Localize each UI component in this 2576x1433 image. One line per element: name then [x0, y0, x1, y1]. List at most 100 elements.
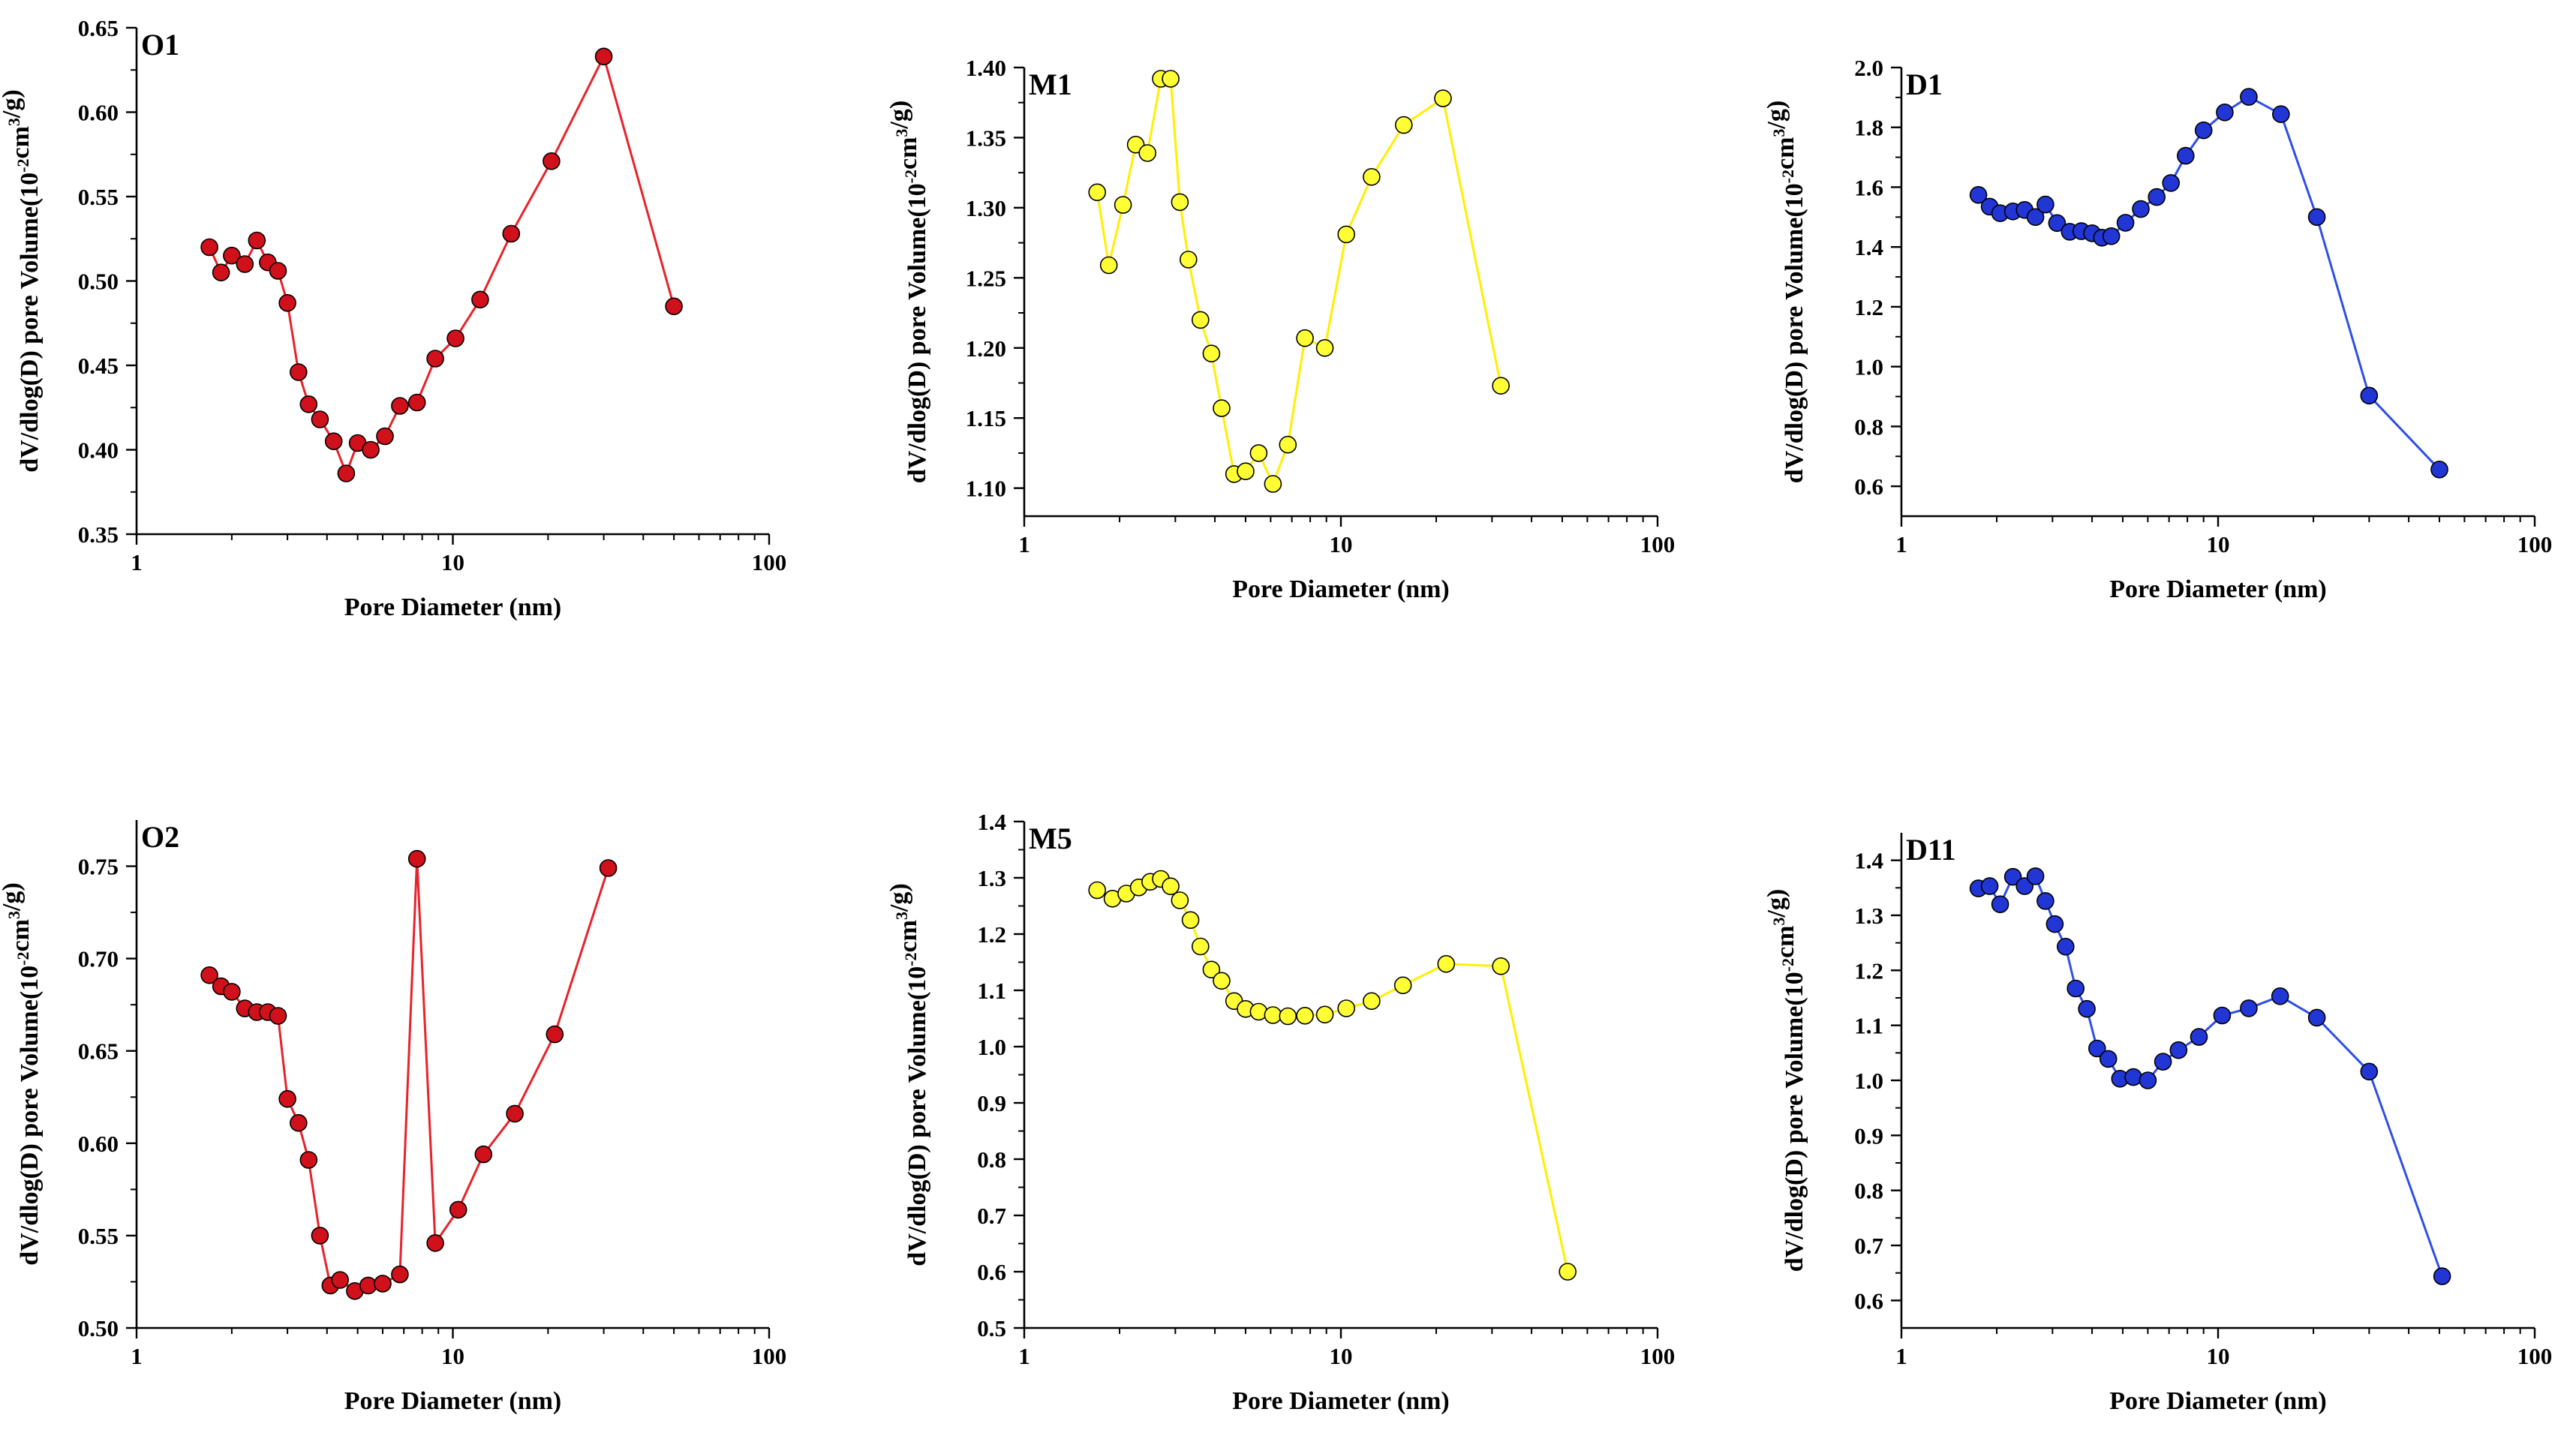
data-point — [1492, 957, 1510, 975]
data-point — [376, 427, 394, 446]
x-tick-label: 1 — [1895, 1343, 1907, 1369]
data-point — [1088, 881, 1106, 900]
data-point — [2045, 915, 2064, 933]
data-point — [2307, 1008, 2326, 1027]
data-point — [2124, 1068, 2142, 1086]
data-point — [2078, 999, 2096, 1018]
data-point — [1492, 377, 1510, 395]
panel-o1: 1 10 100 0.35 0.40 0.45 0.50 0.55 0.60 0.65 Pore D… — [0, 15, 786, 621]
data-point — [449, 1200, 467, 1219]
x-tick-label: 1 — [1895, 531, 1907, 557]
data-point — [1138, 144, 1156, 162]
data-point — [1969, 185, 1988, 204]
x-tick-label: 10 — [2207, 1343, 2230, 1369]
data-point — [2360, 1062, 2379, 1081]
data-point — [289, 363, 308, 381]
y-tick-label: 1.25 — [966, 265, 1006, 291]
panel-label: M1 — [1029, 68, 1072, 101]
data-point — [200, 966, 218, 984]
data-point — [212, 263, 230, 282]
data-point — [2102, 227, 2121, 245]
x-tick-label: 10 — [441, 1343, 464, 1369]
data-point — [1114, 196, 1132, 214]
y-axis-title: dV/dlog(D) pore Volume(10-2cm3/g) — [885, 101, 931, 483]
data-point — [599, 859, 618, 877]
y-tick-label: 1.30 — [966, 195, 1006, 221]
y-tick-label: 1.8 — [1854, 115, 1883, 141]
data-point — [2190, 1028, 2208, 1046]
data-point — [2154, 1053, 2172, 1071]
data-point — [1437, 955, 1456, 973]
data-point — [2271, 987, 2289, 1005]
panel-d1: 1 10 100 0.6 0.8 1.0 1.2 1.4 1.6 1.8 2.0 Pore Diame… — [1763, 55, 2552, 603]
panel-label: O1 — [141, 28, 179, 62]
x-tick-label: 10 — [1330, 1343, 1353, 1369]
x-tick-label: 1 — [131, 1343, 143, 1369]
data-point — [1192, 311, 1210, 329]
y-tick-label: 0.45 — [78, 353, 119, 379]
series-line — [209, 858, 610, 1293]
data-point — [1264, 1006, 1282, 1024]
y-tick-label: 0.50 — [78, 1315, 119, 1341]
data-point — [1213, 972, 1231, 990]
panel-m5: 1 10 100 0.5 0.6 0.7 0.8 0.9 1.0 1.1 1.2 1.3 1.4 Pore… — [885, 809, 1675, 1415]
data-point — [2088, 1039, 2106, 1058]
data-point — [1237, 462, 1255, 481]
y-tick-label: 1.4 — [1854, 848, 1883, 874]
data-point — [407, 393, 426, 412]
data-point — [2116, 214, 2135, 232]
data-point — [2099, 1050, 2118, 1068]
y-tick-label: 1.0 — [1854, 1068, 1883, 1094]
y-tick-label: 0.6 — [1854, 473, 1883, 500]
y-tick-label: 1.3 — [977, 865, 1006, 891]
y-tick-label: 0.5 — [977, 1315, 1006, 1341]
x-tick-label: 1 — [131, 549, 143, 575]
x-axis-title: Pore Diameter (nm) — [2109, 1387, 2327, 1415]
y-tick-label: 0.40 — [78, 437, 119, 464]
y-tick-label: 1.20 — [966, 335, 1006, 362]
data-point — [1991, 895, 2009, 914]
data-point — [543, 152, 561, 170]
data-point — [1202, 344, 1221, 363]
x-axis-title: Pore Diameter (nm) — [344, 1387, 562, 1415]
x-tick-label: 1 — [1018, 1343, 1030, 1369]
data-point — [426, 350, 444, 368]
x-axis-title: Pore Diameter (nm) — [2109, 575, 2327, 603]
data-point — [1202, 960, 1221, 979]
data-point — [2360, 386, 2379, 405]
series-line — [1977, 95, 2441, 470]
panel-label: M5 — [1029, 822, 1072, 855]
y-tick-label: 2.0 — [1854, 55, 1883, 81]
data-point — [2003, 867, 2022, 886]
x-axis-title: Pore Diameter (nm) — [344, 593, 562, 621]
y-tick-label: 1.2 — [977, 921, 1006, 948]
data-point — [2026, 867, 2045, 885]
y-tick-label: 1.1 — [1854, 1013, 1883, 1039]
data-point — [2162, 174, 2180, 192]
data-point — [1192, 937, 1210, 956]
y-axis-title: dV/dlog(D) pore Volume(10-2cm3/g) — [0, 89, 44, 472]
data-point — [1279, 435, 1297, 454]
y-tick-label: 1.0 — [1854, 354, 1883, 380]
data-point — [2213, 1006, 2232, 1025]
data-point — [1162, 877, 1180, 896]
y-tick-label: 1.6 — [1854, 174, 1883, 200]
data-point — [426, 1234, 444, 1252]
data-point — [289, 1113, 308, 1132]
data-point — [2194, 121, 2213, 140]
data-point — [311, 410, 329, 428]
y-tick-label: 0.9 — [977, 1090, 1006, 1116]
data-point — [278, 293, 296, 312]
data-point — [407, 849, 426, 868]
panel-label: O2 — [141, 820, 179, 854]
data-point — [1393, 976, 1412, 995]
y-tick-label: 1.3 — [1854, 903, 1883, 929]
y-tick-label: 0.60 — [78, 100, 119, 126]
data-point — [311, 1227, 329, 1245]
data-point — [2177, 146, 2195, 165]
y-axis-title: dV/dlog(D) pore Volume(10-2cm3/g) — [885, 883, 931, 1266]
data-point — [506, 1104, 524, 1123]
y-tick-label: 0.35 — [78, 521, 119, 548]
data-point — [248, 231, 266, 250]
